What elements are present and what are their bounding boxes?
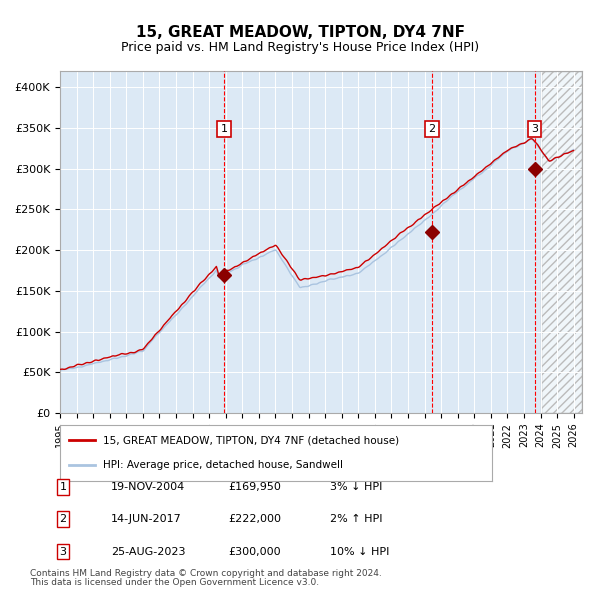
Text: £169,950: £169,950 (228, 482, 281, 491)
Text: 2% ↑ HPI: 2% ↑ HPI (330, 514, 383, 524)
Text: 14-JUN-2017: 14-JUN-2017 (111, 514, 182, 524)
Bar (541, 71, 582, 413)
Text: 3% ↓ HPI: 3% ↓ HPI (330, 482, 382, 491)
Text: Price paid vs. HM Land Registry's House Price Index (HPI): Price paid vs. HM Land Registry's House … (121, 41, 479, 54)
Text: 19-NOV-2004: 19-NOV-2004 (111, 482, 185, 491)
Text: 2: 2 (428, 124, 436, 134)
Text: 25-AUG-2023: 25-AUG-2023 (111, 547, 185, 556)
Text: 15, GREAT MEADOW, TIPTON, DY4 7NF: 15, GREAT MEADOW, TIPTON, DY4 7NF (136, 25, 464, 40)
Text: 15, GREAT MEADOW, TIPTON, DY4 7NF (detached house): 15, GREAT MEADOW, TIPTON, DY4 7NF (detac… (103, 435, 400, 445)
Text: HPI: Average price, detached house, Sandwell: HPI: Average price, detached house, Sand… (103, 460, 343, 470)
Text: 10% ↓ HPI: 10% ↓ HPI (330, 547, 389, 556)
Text: This data is licensed under the Open Government Licence v3.0.: This data is licensed under the Open Gov… (30, 578, 319, 588)
Text: 1: 1 (59, 482, 67, 491)
Text: Contains HM Land Registry data © Crown copyright and database right 2024.: Contains HM Land Registry data © Crown c… (30, 569, 382, 578)
Text: 3: 3 (531, 124, 538, 134)
Text: 1: 1 (220, 124, 227, 134)
Text: 2: 2 (59, 514, 67, 524)
Text: 3: 3 (59, 547, 67, 556)
Text: £300,000: £300,000 (228, 547, 281, 556)
Text: £222,000: £222,000 (228, 514, 281, 524)
Bar (541, 71, 582, 413)
